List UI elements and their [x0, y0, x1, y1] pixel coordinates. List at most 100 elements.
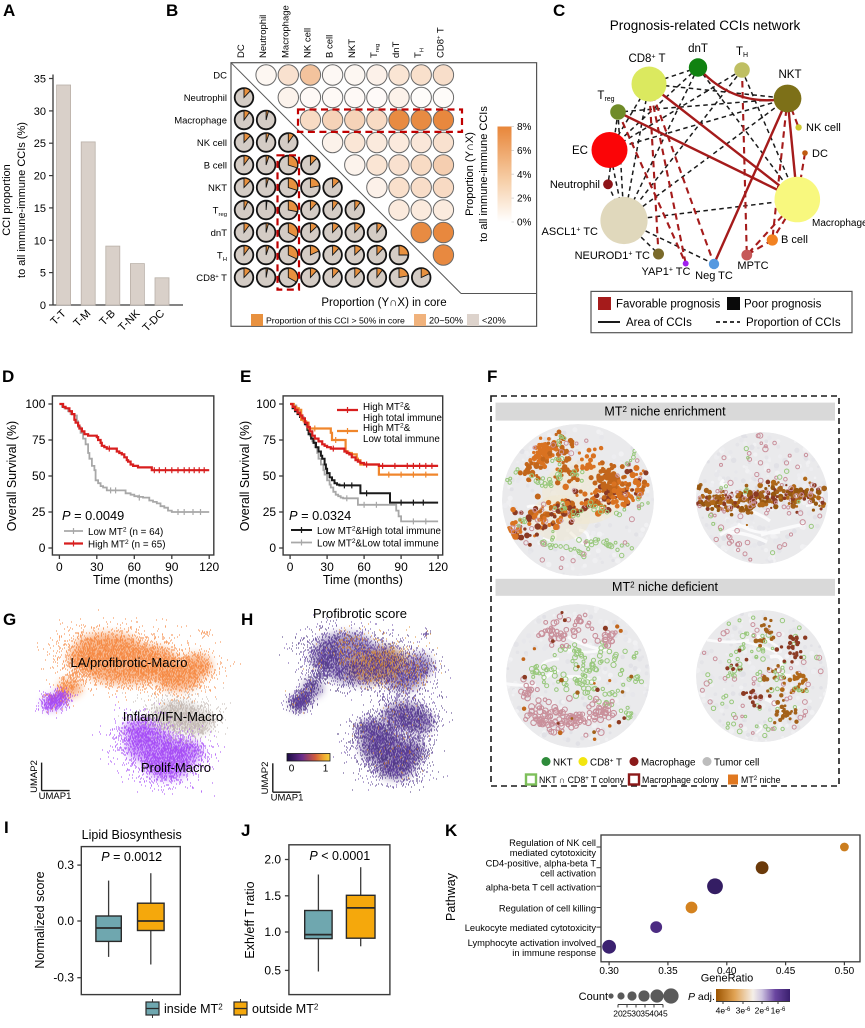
svg-text:Prognosis-related CCIs network: Prognosis-related CCIs network — [610, 18, 801, 33]
svg-text:P = 0.0324: P = 0.0324 — [289, 508, 351, 523]
svg-text:100: 100 — [25, 397, 45, 411]
svg-text:120: 120 — [199, 560, 219, 574]
svg-text:YAP1+ TC: YAP1+ TC — [642, 266, 691, 278]
svg-text:Overall Survival (%): Overall Survival (%) — [238, 421, 252, 531]
svg-text:CD4-positive, alpha-beta T: CD4-positive, alpha-beta T — [486, 859, 597, 869]
svg-text:B cell: B cell — [204, 161, 227, 172]
svg-text:35: 35 — [640, 1009, 650, 1019]
svg-text:60: 60 — [357, 560, 371, 574]
svg-text:50: 50 — [32, 469, 46, 483]
svg-text:Neutrophil: Neutrophil — [550, 179, 600, 191]
svg-text:CD8+ T: CD8+ T — [590, 758, 622, 769]
svg-text:3e-6: 3e-6 — [736, 1006, 751, 1016]
svg-text:D: D — [2, 367, 14, 386]
svg-text:Proportion (Y∩X): Proportion (Y∩X) — [464, 132, 476, 216]
svg-text:K: K — [445, 821, 458, 840]
svg-text:A: A — [3, 1, 15, 20]
svg-text:Normalized score: Normalized score — [33, 871, 47, 968]
svg-text:Macrophage: Macrophage — [641, 758, 696, 769]
svg-text:NKT ∩ CD8+ T colony: NKT ∩ CD8+ T colony — [539, 775, 625, 785]
svg-text:1e-6: 1e-6 — [771, 1006, 786, 1016]
svg-text:Poor prognosis: Poor prognosis — [744, 299, 822, 311]
svg-text:High MT2&: High MT2& — [363, 423, 411, 434]
svg-text:J: J — [241, 821, 250, 840]
svg-text:Profibrotic score: Profibrotic score — [313, 606, 407, 621]
svg-text:45: 45 — [658, 1009, 668, 1019]
svg-text:to all immune-immune CCIs: to all immune-immune CCIs — [478, 106, 490, 242]
svg-text:P = 0.0012: P = 0.0012 — [101, 850, 162, 864]
svg-text:P < 0.0001: P < 0.0001 — [309, 849, 370, 863]
svg-text:Lipid Biosynthesis: Lipid Biosynthesis — [82, 828, 182, 842]
svg-text:Macrophage colony: Macrophage colony — [642, 775, 719, 785]
svg-text:1.5: 1.5 — [264, 889, 281, 903]
svg-text:NKT: NKT — [208, 183, 227, 194]
svg-text:Count: Count — [579, 991, 608, 1003]
svg-text:60: 60 — [128, 560, 142, 574]
svg-text:30: 30 — [631, 1009, 641, 1019]
svg-text:0.3: 0.3 — [57, 858, 74, 872]
svg-text:<20%: <20% — [482, 316, 506, 326]
svg-text:Proportion (Y∩X) in core: Proportion (Y∩X) in core — [321, 297, 446, 309]
svg-text:75: 75 — [32, 433, 46, 447]
svg-text:NEUROD1+ TC: NEUROD1+ TC — [575, 250, 650, 262]
svg-text:TH: TH — [413, 48, 425, 58]
svg-text:P = 0.0049: P = 0.0049 — [62, 508, 124, 523]
svg-text:MT2 niche enrichment: MT2 niche enrichment — [604, 405, 726, 419]
svg-text:CD8+ T: CD8+ T — [628, 53, 665, 65]
svg-text:inside MT2: inside MT2 — [164, 1002, 223, 1016]
svg-text:Prolif-Macro: Prolif-Macro — [141, 760, 211, 775]
svg-text:dnT: dnT — [391, 41, 402, 58]
svg-text:Time (months): Time (months) — [323, 573, 403, 587]
svg-text:35: 35 — [34, 74, 46, 86]
svg-text:NKT: NKT — [779, 69, 802, 81]
svg-text:Lymphocyte activation involved: Lymphocyte activation involved — [468, 938, 596, 948]
svg-text:CD8+ T: CD8+ T — [435, 27, 446, 58]
svg-text:0.45: 0.45 — [776, 966, 796, 977]
svg-text:B cell: B cell — [781, 234, 808, 246]
svg-text:20~50%: 20~50% — [429, 316, 463, 326]
svg-text:Leukocyte mediated cytotoxicit: Leukocyte mediated cytotoxicity — [465, 923, 597, 933]
svg-text:30: 30 — [320, 560, 334, 574]
svg-text:120: 120 — [428, 560, 448, 574]
svg-text:Regulation of cell killing: Regulation of cell killing — [499, 904, 596, 914]
svg-text:ASCL1+ TC: ASCL1+ TC — [542, 226, 599, 238]
svg-text:0.40: 0.40 — [717, 966, 737, 977]
svg-text:DC: DC — [236, 44, 247, 58]
svg-text:0: 0 — [289, 764, 295, 775]
svg-text:CCI proportion: CCI proportion — [1, 164, 13, 236]
svg-text:dnT: dnT — [688, 43, 708, 55]
svg-text:dnT: dnT — [211, 228, 228, 239]
svg-text:NK cell: NK cell — [197, 138, 227, 149]
svg-text:Regulation of NK cell: Regulation of NK cell — [509, 838, 596, 848]
svg-text:UMAP2: UMAP2 — [29, 760, 40, 793]
svg-text:CD8+ T: CD8+ T — [196, 273, 227, 284]
svg-text:B cell: B cell — [325, 35, 336, 58]
svg-text:outside MT2: outside MT2 — [252, 1002, 319, 1016]
svg-text:Overall Survival (%): Overall Survival (%) — [5, 421, 19, 531]
svg-text:F: F — [487, 367, 497, 386]
svg-text:Neutrophil: Neutrophil — [258, 15, 269, 58]
svg-text:Low MT2&High total immune: Low MT2&High total immune — [317, 526, 442, 537]
svg-text:2%: 2% — [517, 194, 532, 205]
svg-text:UMAP2: UMAP2 — [260, 762, 271, 795]
svg-text:1.0: 1.0 — [264, 925, 281, 939]
svg-text:EC: EC — [572, 145, 588, 157]
svg-text:Time (months): Time (months) — [93, 573, 173, 587]
svg-text:15: 15 — [34, 203, 46, 215]
svg-text:NK cell: NK cell — [806, 122, 841, 134]
svg-text:100: 100 — [256, 397, 276, 411]
svg-text:Proportion of CCIs: Proportion of CCIs — [746, 317, 841, 329]
svg-text:alpha-beta T cell activation: alpha-beta T cell activation — [486, 882, 596, 892]
svg-text:75: 75 — [263, 433, 277, 447]
svg-text:MT2 niche deficient: MT2 niche deficient — [612, 580, 718, 594]
svg-text:20: 20 — [613, 1009, 623, 1019]
svg-text:MPTC: MPTC — [737, 260, 768, 272]
svg-text:90: 90 — [394, 560, 408, 574]
svg-text:Low total immune: Low total immune — [363, 434, 440, 445]
svg-text:25: 25 — [263, 505, 277, 519]
svg-text:cell activation: cell activation — [540, 869, 596, 879]
svg-text:Low MT2&Low total immune: Low MT2&Low total immune — [317, 538, 439, 549]
svg-text:0.5: 0.5 — [264, 963, 281, 977]
svg-text:High MT2&: High MT2& — [363, 402, 411, 413]
svg-text:30: 30 — [90, 560, 104, 574]
